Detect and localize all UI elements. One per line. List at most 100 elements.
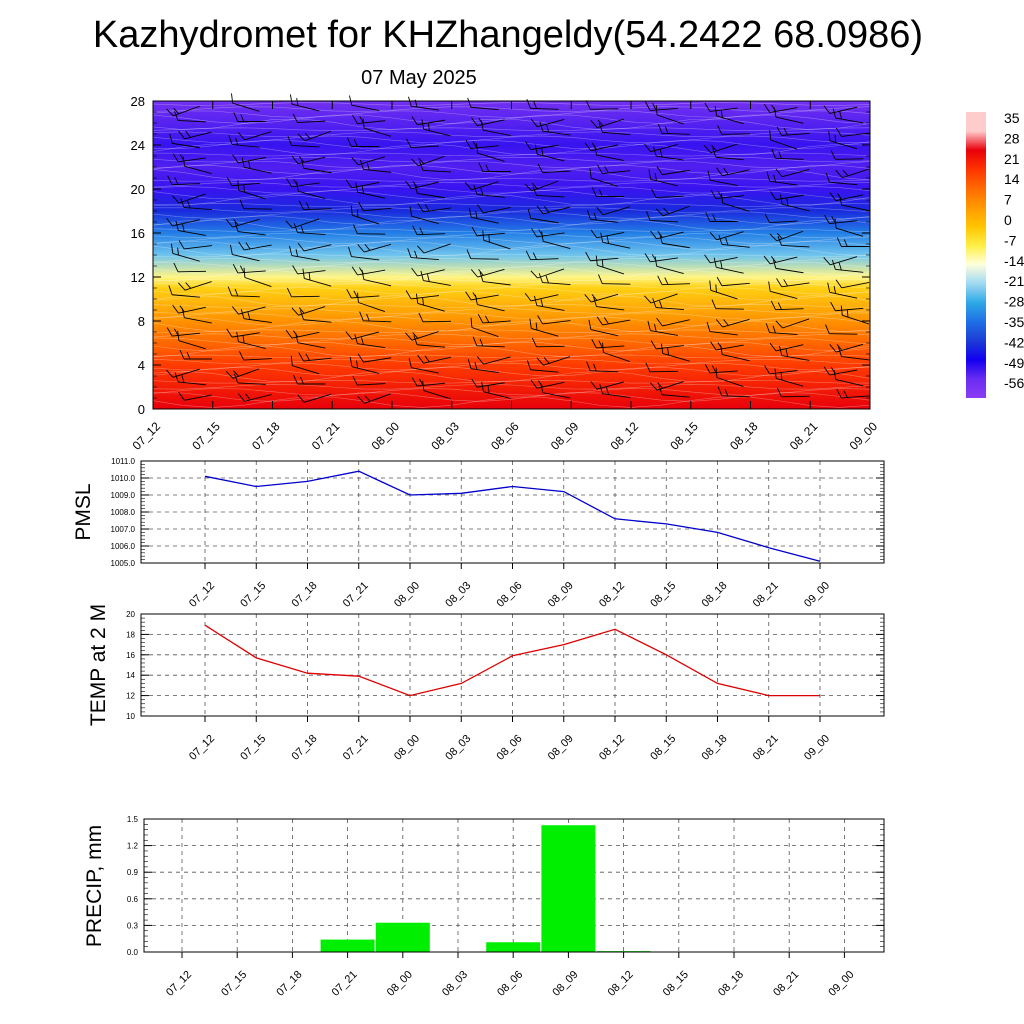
wind-barb-flag [308, 272, 311, 281]
wind-barb-flag [482, 230, 485, 241]
x-tick-label: 09_00 [847, 419, 881, 453]
wind-barb-flag [364, 244, 371, 251]
wind-barb-flag [292, 113, 298, 123]
wind-barb [776, 387, 810, 398]
wind-barb-flag [525, 250, 531, 260]
wind-barb-flag [479, 272, 484, 282]
wind-barb-flag [293, 223, 298, 233]
wind-barb-flag [526, 360, 532, 370]
wind-barb [355, 182, 386, 199]
wind-barb [586, 361, 619, 373]
x-tick-label: 08_03 [443, 733, 473, 763]
colorbar-label: 35 [1004, 110, 1020, 126]
wind-barb [644, 143, 678, 153]
wind-barb-staff [715, 195, 744, 200]
y-tick-label: 1011.0 [111, 457, 135, 466]
wind-barb-staff [841, 395, 870, 399]
wind-barb [768, 281, 798, 300]
wind-barb [779, 194, 810, 212]
wind-barb [345, 331, 380, 340]
isoline [152, 396, 871, 408]
wind-barb-flag [177, 330, 180, 341]
wind-barb-flag [598, 274, 603, 284]
isoline [152, 186, 871, 194]
wind-barb-flag [187, 200, 191, 209]
wind-barb-flag [588, 319, 592, 330]
wind-barb-staff [650, 143, 678, 153]
wind-barb-staff [304, 278, 332, 287]
wind-barb-staff [357, 343, 386, 349]
wind-barb-flag [834, 218, 837, 229]
isoline [152, 232, 871, 238]
wind-barb-flag [359, 159, 364, 170]
wind-barb-flag [361, 337, 364, 345]
wind-barb-flag [539, 121, 544, 132]
wind-barb-flag [422, 380, 425, 391]
wind-barb-staff [292, 365, 320, 375]
wind-barb-staff [357, 383, 386, 386]
wind-barb-flag [405, 290, 412, 300]
wind-barb-flag [286, 178, 293, 188]
wind-barb [717, 125, 750, 135]
wind-barb [286, 287, 320, 298]
wind-barb-staff [603, 352, 631, 363]
wind-barb-staff [829, 181, 858, 186]
wind-barb-flag [716, 276, 723, 286]
colorbar-label: 21 [1004, 151, 1020, 167]
wind-barb [476, 356, 511, 365]
wind-barb-flag [823, 105, 831, 114]
wind-barb-flag [407, 248, 412, 258]
wind-barb [479, 272, 511, 286]
wind-barb-staff [770, 290, 798, 300]
wind-barb-flag [178, 240, 185, 250]
wind-barb-flag [530, 379, 538, 389]
x-tick-label: 08_03 [440, 969, 470, 999]
wind-barb-flag [658, 385, 663, 395]
wind-barb-flag [711, 299, 717, 309]
wind-barb-flag [172, 153, 179, 163]
isoline [152, 258, 870, 264]
isoline [152, 135, 871, 143]
wind-barb [174, 111, 207, 123]
wind-barb-flag [540, 299, 544, 307]
colorbar-label: -42 [1004, 334, 1024, 350]
wind-barb-flag [299, 310, 305, 320]
wind-barb-staff [542, 320, 571, 325]
wind-barb-flag [351, 266, 358, 276]
wind-barb-flag [243, 184, 245, 193]
wind-barb-flag [711, 144, 717, 152]
wind-barb-flag [225, 219, 233, 228]
wind-barb-staff [781, 245, 810, 248]
wind-barb [835, 168, 870, 179]
wind-barb-flag [237, 393, 245, 402]
wind-barb-staff [482, 320, 511, 324]
wind-barb-flag [773, 174, 777, 183]
wind-barb [593, 297, 625, 311]
wind-barb-flag [427, 274, 430, 282]
wind-barb-flag [245, 393, 251, 401]
wind-barb-flag [411, 267, 418, 277]
wind-barb-flag [419, 161, 424, 171]
precip-bar [486, 942, 541, 952]
wind-barb-flag [487, 385, 490, 394]
wind-barb-flag [663, 207, 670, 215]
wind-barb-flag [594, 145, 598, 156]
isoline [152, 308, 871, 314]
wind-barb-staff [716, 377, 744, 388]
wind-barb [232, 263, 266, 274]
wind-barb-flag [357, 244, 365, 253]
wind-barb-staff [663, 205, 690, 217]
wind-barb-flag [172, 195, 180, 204]
wind-barb [705, 212, 738, 222]
wind-barb [182, 156, 212, 175]
wind-barb-staff [244, 166, 272, 174]
x-tick-label: 08_06 [488, 419, 522, 453]
wind-barb-flag [660, 343, 664, 354]
wind-barb-staff [530, 258, 559, 261]
wind-barb-staff [656, 195, 685, 198]
isoline [152, 240, 871, 251]
wind-barb [536, 205, 571, 215]
wind-barb [765, 323, 798, 336]
wind-barb-flag [427, 123, 430, 131]
wind-barb [656, 317, 690, 327]
